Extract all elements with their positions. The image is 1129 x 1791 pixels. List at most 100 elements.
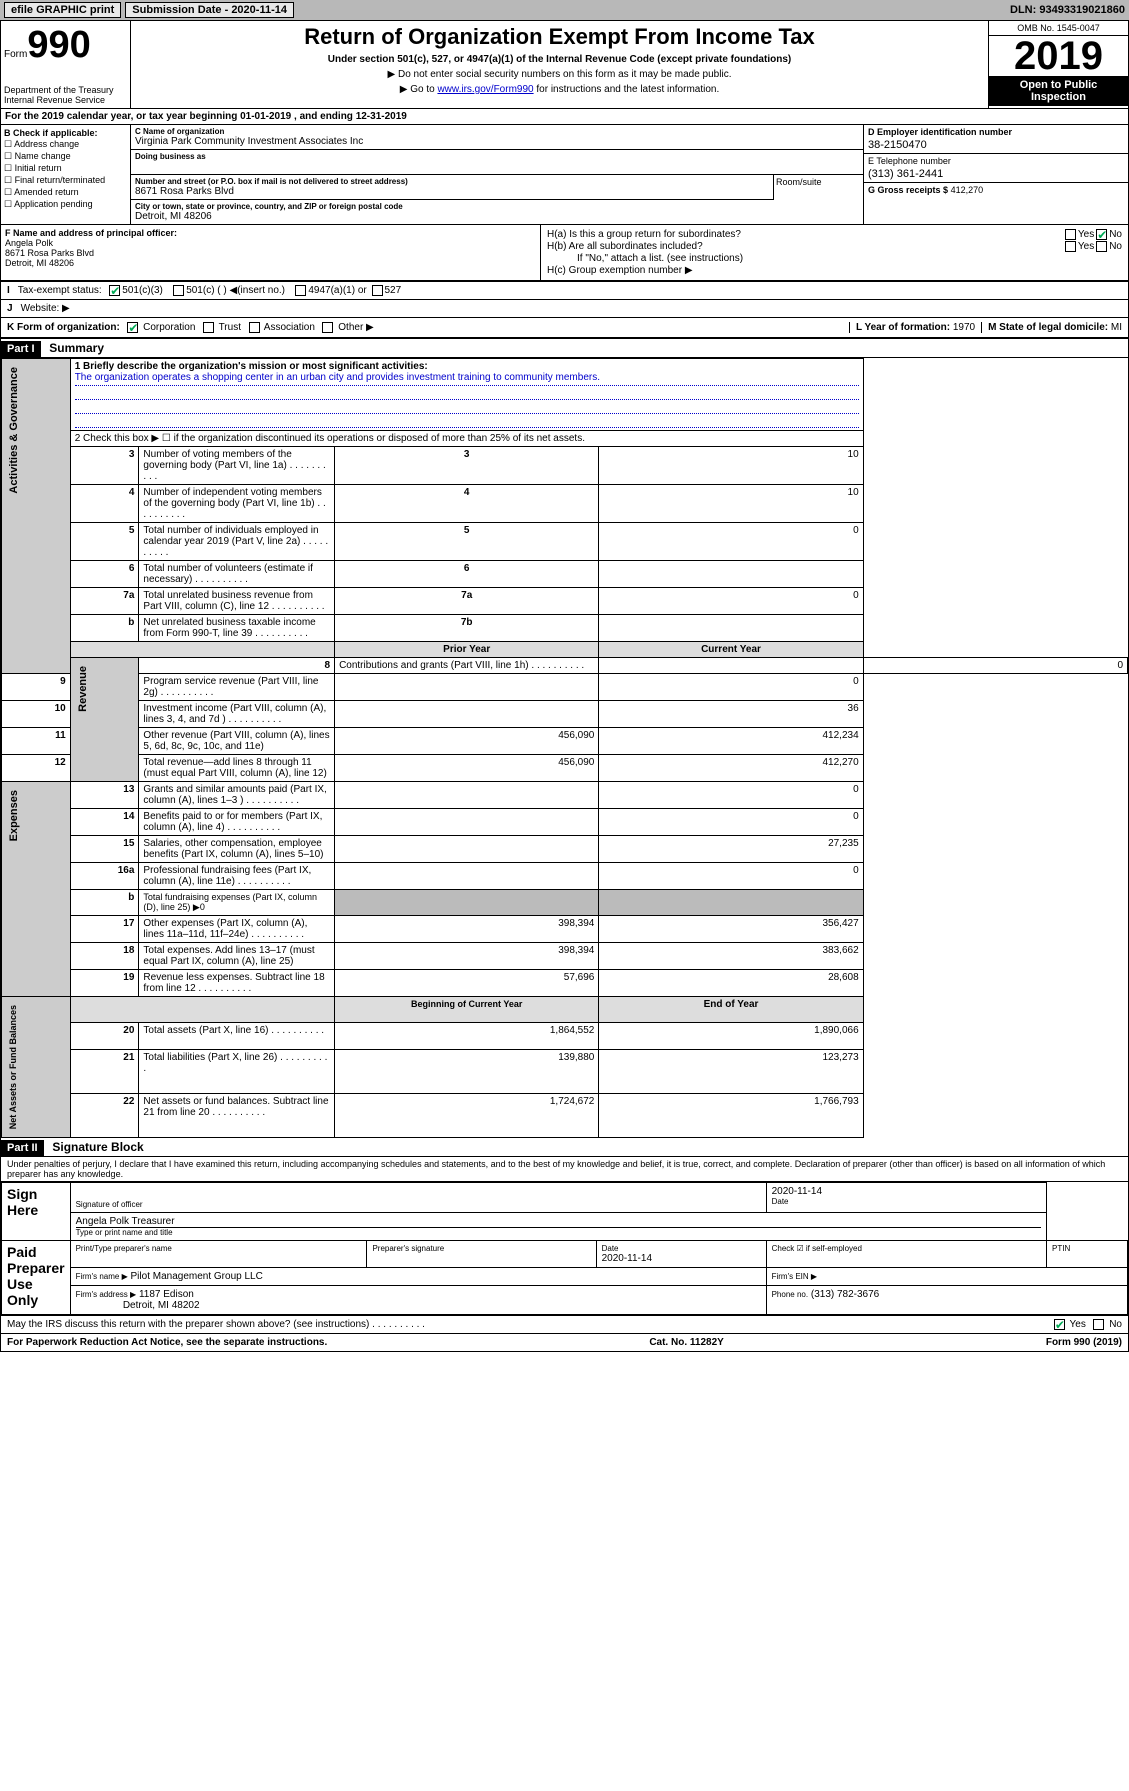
officer-addr2: Detroit, MI 48206 (5, 258, 74, 268)
date-lbl: Date (772, 1197, 1041, 1206)
hc: H(c) Group exemption number ▶ (547, 265, 693, 276)
dba-lbl: Doing business as (135, 152, 859, 161)
l1-lbl: 1 Briefly describe the organization's mi… (75, 361, 428, 372)
prior-hdr: Prior Year (335, 642, 599, 658)
sig-date: 2020-11-14 (772, 1186, 1041, 1197)
ha-no[interactable] (1096, 229, 1107, 240)
b-opt-5[interactable]: ☐ Application pending (4, 199, 127, 210)
type-lbl: Type or print name and title (76, 1228, 1041, 1237)
curr-hdr: Current Year (599, 642, 863, 658)
paid-prep: Paid Preparer Use Only (2, 1241, 71, 1315)
k-other[interactable] (322, 322, 333, 333)
side-exp: Expenses (6, 784, 22, 847)
firm-addr: 1187 Edison (139, 1289, 194, 1300)
b-opt-0[interactable]: ☐ Address change (4, 139, 127, 150)
form-num: 990 (27, 24, 90, 66)
tax-status-lbl: Tax-exempt status: (18, 285, 102, 296)
i-lbl: I (7, 285, 10, 296)
side-rev: Revenue (75, 660, 91, 718)
submission-btn[interactable]: Submission Date - 2020-11-14 (125, 2, 294, 18)
discuss-yes[interactable] (1054, 1319, 1065, 1330)
i-527[interactable] (372, 285, 383, 296)
hb: H(b) Are all subordinates included? (547, 241, 1063, 252)
form-title: Return of Organization Exempt From Incom… (137, 24, 982, 50)
row-3: 3Number of voting members of the governi… (2, 447, 1128, 485)
year: 2019 (989, 36, 1128, 76)
b-label: B Check if applicable: (4, 128, 98, 138)
l2: 2 Check this box ▶ ☐ if the organization… (70, 431, 863, 447)
hint-2: ▶ Go to www.irs.gov/Form990 for instruct… (137, 84, 982, 95)
line-a-text: For the 2019 calendar year, or tax year … (5, 111, 407, 122)
website-lbl: Website: ▶ (21, 303, 70, 314)
row-4: 4Number of independent voting members of… (2, 485, 1128, 523)
i-501c[interactable] (173, 285, 184, 296)
k-corp[interactable] (127, 322, 138, 333)
addr-lbl: Number and street (or P.O. box if mail i… (135, 177, 769, 186)
beg-hdr: Beginning of Current Year (335, 997, 599, 1023)
city-lbl: City or town, state or province, country… (135, 202, 859, 211)
street: 8671 Rosa Parks Blvd (135, 186, 769, 197)
row-5: 5Total number of individuals employed in… (2, 523, 1128, 561)
irs-link[interactable]: www.irs.gov/Form990 (437, 84, 533, 95)
b-opt-1[interactable]: ☐ Name change (4, 151, 127, 162)
summary-table: Activities & Governance 1 Briefly descri… (1, 358, 1128, 1138)
ha-yes[interactable] (1065, 229, 1076, 240)
discuss-no[interactable] (1093, 1319, 1104, 1330)
j-lbl: J (7, 303, 13, 314)
row-7b: bNet unrelated business taxable income f… (2, 615, 1128, 642)
year-box: OMB No. 1545-0047 2019 Open to Public In… (988, 21, 1128, 108)
side-net: Net Assets or Fund Balances (6, 999, 20, 1135)
subtitle: Under section 501(c), 527, or 4947(a)(1)… (137, 54, 982, 65)
part2-title: Signature Block (46, 1138, 149, 1156)
hb-yes[interactable] (1065, 241, 1076, 252)
end-hdr: End of Year (599, 997, 863, 1023)
right-col: D Employer identification number 38-2150… (863, 125, 1128, 224)
city: Detroit, MI 48206 (135, 211, 859, 222)
b-opt-2[interactable]: ☐ Initial return (4, 163, 127, 174)
g-lbl: G Gross receipts $ (868, 185, 948, 195)
hb-no[interactable] (1096, 241, 1107, 252)
sign-here: Sign Here (2, 1183, 71, 1241)
b-opt-3[interactable]: ☐ Final return/terminated (4, 175, 127, 186)
officer-typed: Angela Polk Treasurer (76, 1216, 1041, 1228)
part1-title: Summary (43, 339, 110, 357)
hb-note: If "No," attach a list. (see instruction… (547, 253, 1122, 264)
b-opt-4[interactable]: ☐ Amended return (4, 187, 127, 198)
ein: 38-2150470 (868, 139, 1124, 151)
firm-name: Pilot Management Group LLC (131, 1271, 263, 1282)
k-trust[interactable] (203, 322, 214, 333)
line-a: For the 2019 calendar year, or tax year … (1, 109, 1128, 125)
e-lbl: E Telephone number (868, 156, 951, 166)
side-gov: Activities & Governance (6, 361, 22, 500)
gross: 412,270 (951, 185, 984, 195)
row-6: 6Total number of volunteers (estimate if… (2, 561, 1128, 588)
i-501c3[interactable] (109, 285, 120, 296)
efile-btn[interactable]: efile GRAPHIC print (4, 2, 121, 18)
section-m: M State of legal domicile: MI (981, 322, 1122, 333)
form-number-box: Form990 Department of the Treasury Inter… (1, 21, 131, 108)
dept: Department of the Treasury Internal Reve… (4, 85, 127, 105)
title-block: Return of Organization Exempt From Incom… (131, 21, 988, 108)
i-4947[interactable] (295, 285, 306, 296)
org-name: Virginia Park Community Investment Assoc… (135, 136, 859, 147)
part1-hdr: Part I (1, 341, 41, 357)
prep-phone: (313) 782-3676 (811, 1289, 879, 1300)
ha: H(a) Is this a group return for subordin… (547, 229, 1063, 240)
blank-hdr (70, 642, 334, 658)
signature-block: Sign Here Signature of officer 2020-11-1… (1, 1182, 1128, 1315)
header-bar: efile GRAPHIC print Submission Date - 20… (0, 0, 1129, 20)
row-7a: 7aTotal unrelated business revenue from … (2, 588, 1128, 615)
dln: DLN: 93493319021860 (1010, 4, 1125, 16)
mission: The organization operates a shopping cen… (75, 372, 859, 386)
officer-addr1: 8671 Rosa Parks Blvd (5, 248, 94, 258)
c-name-lbl: C Name of organization (135, 127, 859, 136)
form-label: Form (4, 49, 27, 60)
section-l: L Year of formation: 1970 (849, 322, 975, 333)
hint-1: ▶ Do not enter social security numbers o… (137, 69, 982, 80)
declaration: Under penalties of perjury, I declare th… (1, 1157, 1128, 1182)
phone: (313) 361-2441 (868, 168, 1124, 180)
room-suite: Room/suite (773, 175, 863, 200)
k-assoc[interactable] (249, 322, 260, 333)
form-990: Form990 Department of the Treasury Inter… (0, 20, 1129, 1352)
officer-name: Angela Polk (5, 238, 53, 248)
